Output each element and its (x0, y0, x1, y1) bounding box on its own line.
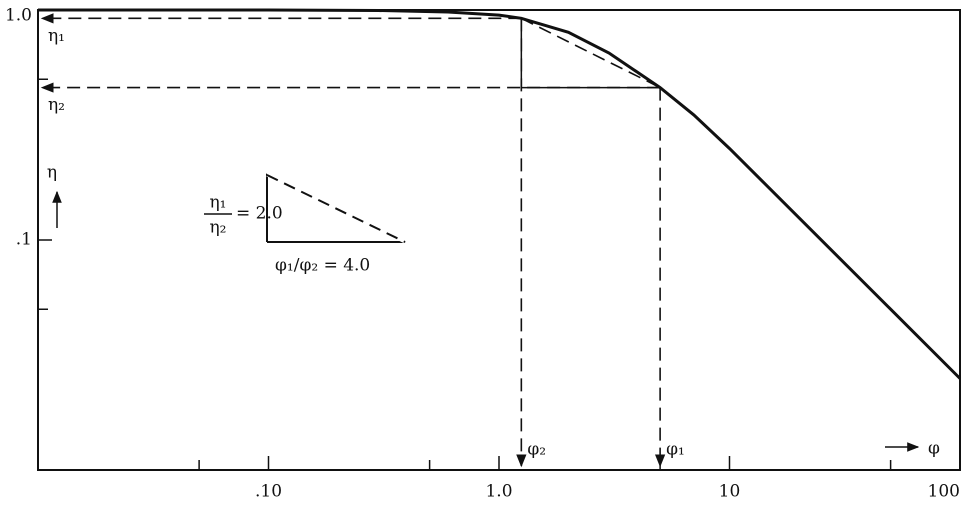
inset: η₁ η₂ = 2.0 φ₁/φ₂ = 4.0 (204, 173, 406, 276)
y-tick-label: 1.0 (5, 6, 32, 26)
marker-x-label: φ₁ (666, 440, 685, 460)
x-tick-label: .10 (255, 482, 282, 502)
efficiency-curve (38, 8, 962, 380)
marker-y-label: η₂ (48, 95, 65, 115)
inset-phi-ratio: φ₁/φ₂ = 4.0 (275, 256, 370, 276)
ratio-triangle (520, 18, 661, 89)
x-tick-label: 1.0 (485, 482, 512, 502)
marker-y-label: η₁ (48, 26, 65, 46)
inset-denominator: η₂ (210, 218, 227, 238)
ratio-chord (520, 17, 661, 89)
x-axis-label: φ (928, 439, 940, 459)
inset-eta-ratio: = 2.0 (236, 204, 283, 224)
marker-x-label: φ₂ (527, 440, 546, 460)
y-tick-label: .1 (16, 230, 32, 250)
y-axis-label: η (47, 163, 57, 183)
inset-numerator: η₁ (210, 193, 227, 213)
inset-hypotenuse (266, 174, 406, 243)
x-tick-label: 10 (719, 482, 741, 502)
x-tick-label: 100 (928, 482, 960, 502)
